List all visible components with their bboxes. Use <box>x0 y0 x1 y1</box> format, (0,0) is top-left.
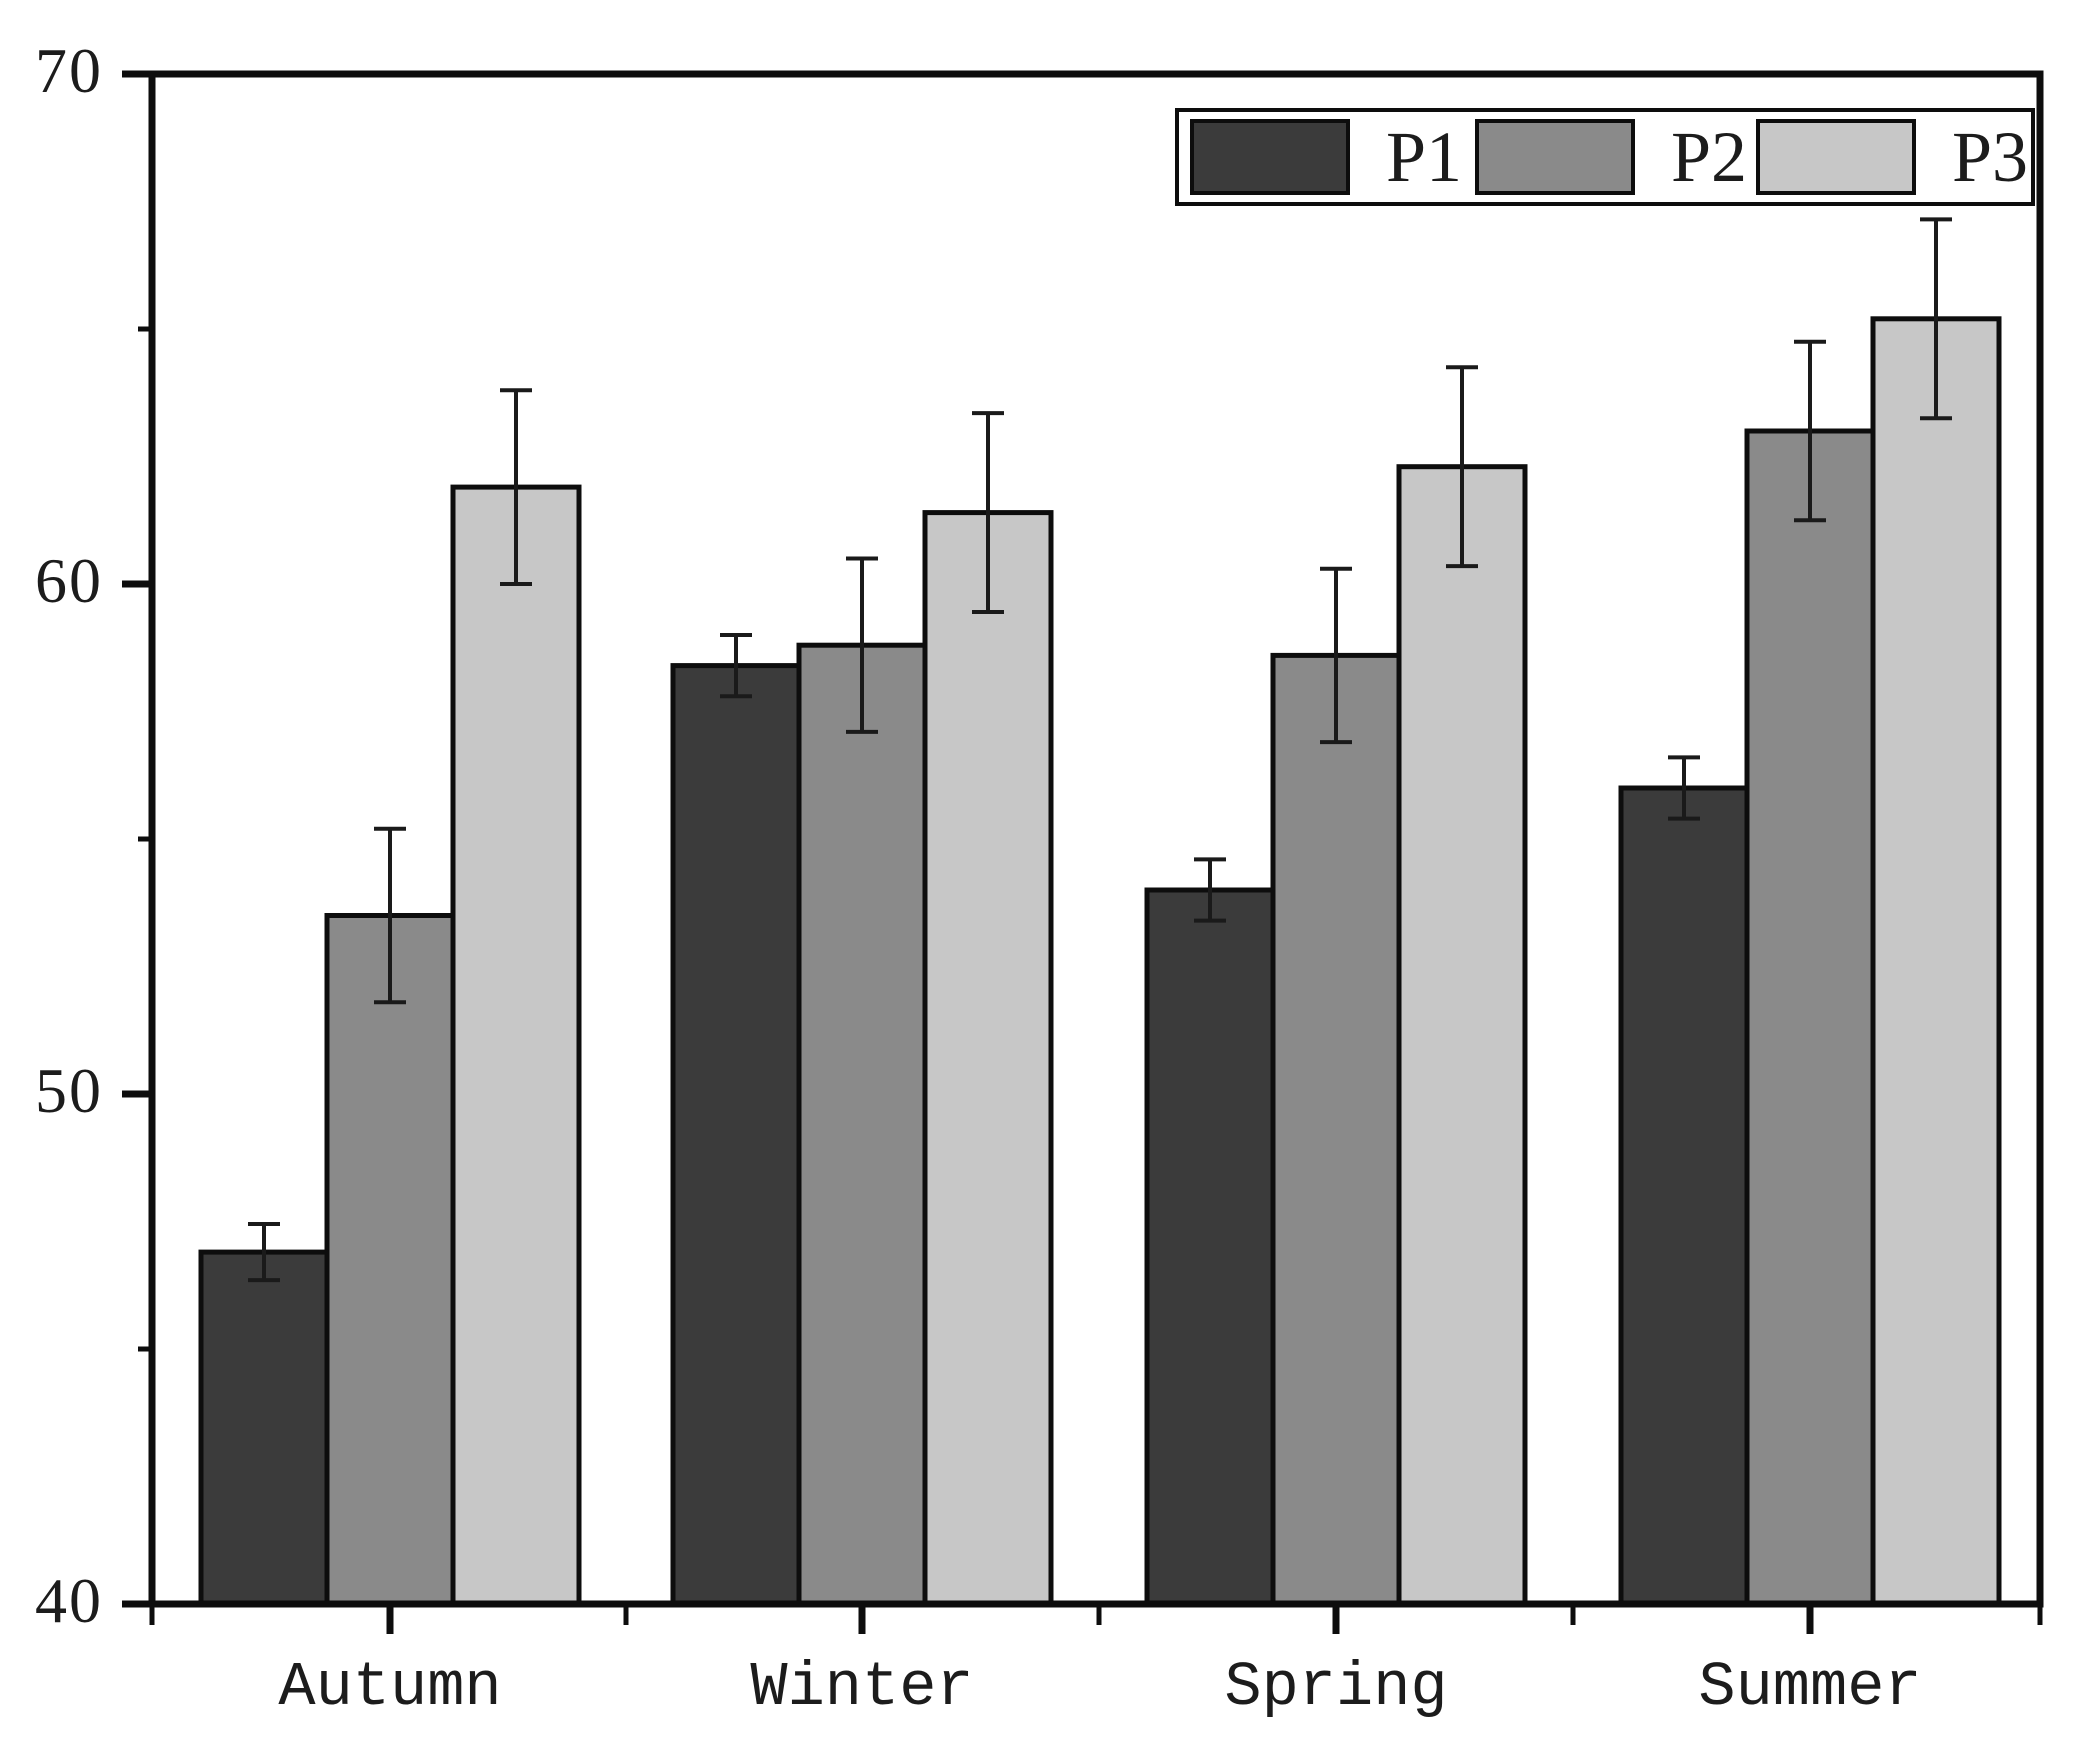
bar-winter-p2 <box>796 642 928 1607</box>
legend-label-p2: P2 <box>1671 117 1748 197</box>
bar-winter-p1 <box>670 663 802 1607</box>
x-category-label-autumn: Autumn <box>278 1652 502 1723</box>
bar-spring-p1 <box>1144 887 1276 1607</box>
bar-autumn-p2 <box>324 913 456 1607</box>
bar-summer-p1 <box>1618 785 1750 1607</box>
legend-swatch-p3 <box>1756 119 1916 195</box>
bar-autumn-p3 <box>450 484 582 1607</box>
y-tick-label-40: 40 <box>35 1565 103 1637</box>
y-tick-label-70: 70 <box>35 35 103 107</box>
x-category-label-summer: Summer <box>1698 1652 1922 1723</box>
bar-spring-p3 <box>1396 464 1528 1607</box>
bar-winter-p3 <box>922 510 1054 1607</box>
bar-spring-p2 <box>1270 652 1402 1607</box>
legend-swatch-p2 <box>1475 119 1635 195</box>
legend-item-p1: P1 <box>1190 112 1462 202</box>
bar-summer-p3 <box>1870 316 2002 1607</box>
legend: P1 P2 P3 <box>1175 108 2035 206</box>
legend-label-p1: P1 <box>1386 117 1463 197</box>
plot-border <box>148 70 2044 1608</box>
legend-item-p2: P2 <box>1475 112 1747 202</box>
y-tick-label-50: 50 <box>35 1055 103 1127</box>
x-category-label-spring: Spring <box>1224 1652 1448 1723</box>
bar-summer-p2 <box>1744 428 1876 1607</box>
bar-autumn-p1 <box>198 1249 330 1607</box>
x-category-label-winter: Winter <box>750 1652 974 1723</box>
legend-label-p3: P3 <box>1952 117 2029 197</box>
legend-swatch-p1 <box>1190 119 1350 195</box>
legend-item-p3: P3 <box>1756 112 2028 202</box>
y-tick-label-60: 60 <box>35 545 103 617</box>
